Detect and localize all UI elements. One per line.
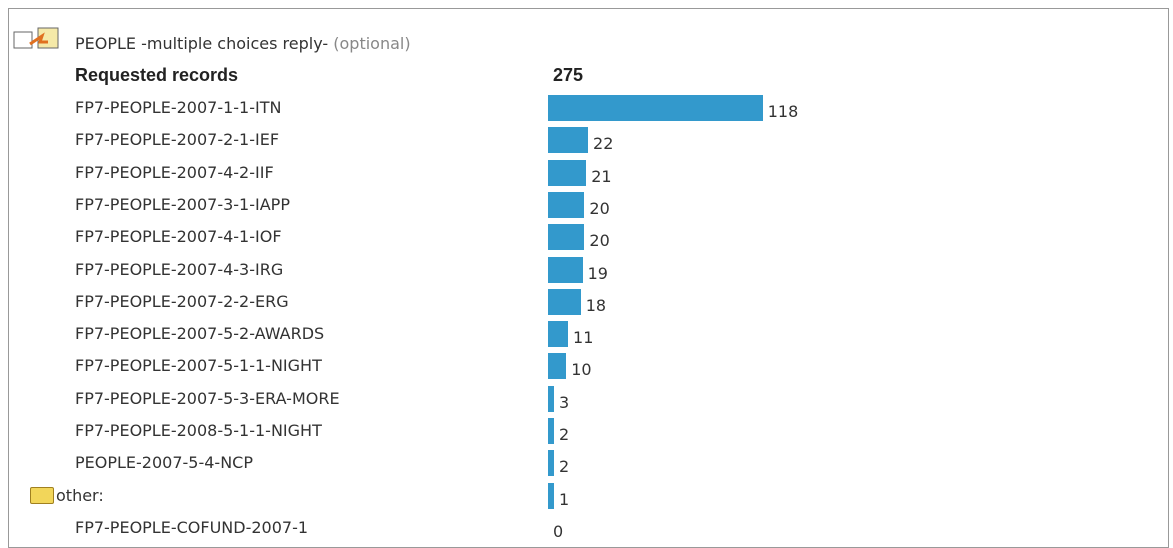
bar [548,450,554,477]
total-value: 275 [553,65,584,85]
value-label: 2 [559,425,570,444]
value-label: 22 [593,134,614,154]
row-label: FP7-PEOPLE-2008-5-1-1-NIGHT [75,421,322,440]
bar [548,256,583,283]
row-label: FP7-PEOPLE-COFUND-2007-1 [75,517,309,537]
row-label: FP7-PEOPLE-2007-4-1-IOF [75,227,282,247]
page: {"header": {"title": "PEOPLE -multiple c… [8,8,1169,548]
folder-icon [30,486,54,504]
bar [548,288,581,315]
bar [548,127,589,154]
row-label: FP7-PEOPLE-2007-1-1-ITN [75,98,282,117]
bar [548,224,585,251]
row-label: FP7-PEOPLE-2007-2-1-IEF [75,130,280,150]
value-label: 3 [559,392,570,412]
bar [548,321,569,348]
row-label: FP7-PEOPLE-2007-5-2-AWARDS [75,324,325,344]
row-label: FP7-PEOPLE-2007-2-2-ERG [75,291,289,311]
value-label: 0 [553,521,564,541]
header-title: PEOPLE -multiple choices reply- [75,34,329,53]
bar [548,191,585,218]
row-label: FP7-PEOPLE-2007-3-1-IAPP [75,194,290,214]
bar [548,418,554,444]
value-label: 10 [571,360,592,380]
value-label: 2 [559,457,570,477]
header: PEOPLE -multiple choices reply- (optiona… [75,34,411,54]
row-label: FP7-PEOPLE-2007-5-1-1-NIGHT [75,356,322,376]
value-label: 11 [573,328,594,348]
row-label: FP7-PEOPLE-2007-4-3-IRG [75,259,284,279]
total-label: Requested records [75,65,239,85]
header-icon [13,27,59,49]
row-label: PEOPLE-2007-5-4-NCP [75,453,253,473]
value-label: 20 [589,231,610,251]
row-label: FP7-PEOPLE-2007-4-2-IIF [75,162,274,182]
value-label: 21 [591,166,612,186]
row-label: FP7-PEOPLE-2007-5-3-ERA-MORE [75,388,340,408]
bar [548,353,567,380]
value-label: 1 [559,489,570,509]
value-label: 18 [585,295,607,315]
value-label: 20 [589,198,610,218]
bar [548,95,763,121]
header-note: (optional) [333,34,411,53]
bar [548,159,587,186]
value-label: 19 [587,263,608,283]
bar [548,482,554,509]
value-label: 118 [767,102,799,121]
row-label: other: [56,485,104,505]
bar [548,385,554,412]
